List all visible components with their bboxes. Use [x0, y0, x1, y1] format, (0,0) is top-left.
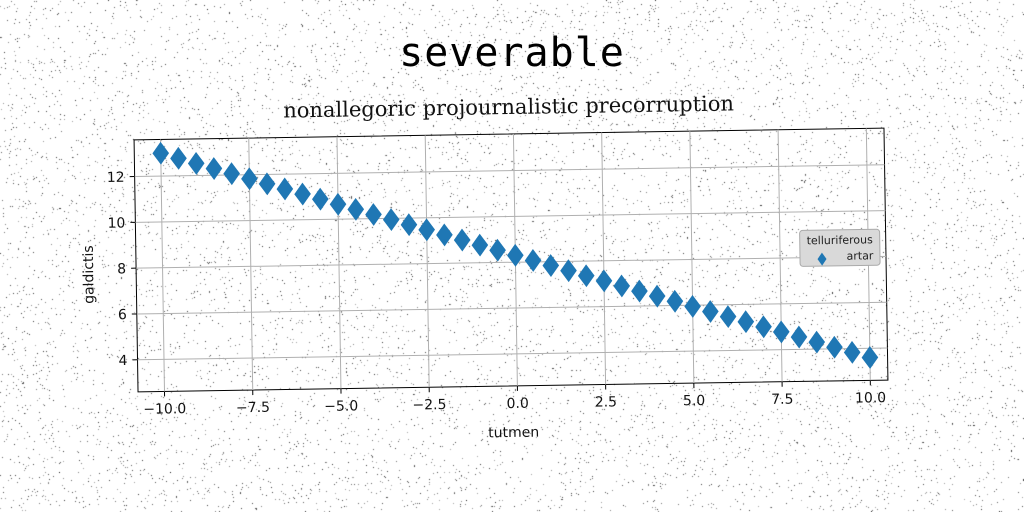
- x-gridline: [777, 129, 783, 382]
- x-tick-label: −5.0: [324, 398, 358, 415]
- x-tick-label: 10.0: [855, 390, 886, 406]
- x-tick-label: −10.0: [143, 401, 186, 418]
- data-point: [223, 162, 240, 186]
- data-point: [542, 254, 560, 277]
- x-tick-label: 0.0: [506, 396, 529, 412]
- data-point: [843, 340, 861, 364]
- x-gridline: [601, 132, 607, 385]
- x-gridline: [160, 139, 165, 392]
- y-tick-label: 6: [118, 307, 127, 323]
- data-point: [365, 203, 382, 226]
- plot-frame: [133, 127, 889, 393]
- x-tick-label: 5.0: [683, 393, 706, 409]
- data-point: [631, 279, 648, 303]
- data-point: [294, 182, 311, 206]
- x-axis-label: tutmen: [488, 425, 539, 442]
- y-tick-label: 10: [107, 216, 125, 232]
- data-point: [613, 274, 631, 298]
- data-point: [400, 213, 418, 237]
- y-tick-label: 4: [118, 353, 127, 369]
- y-tick-label: 12: [107, 170, 125, 186]
- y-gridline: [135, 210, 886, 223]
- x-tick-label: −2.5: [412, 397, 446, 414]
- data-point: [187, 152, 205, 175]
- legend-title: telluriferous: [807, 233, 874, 247]
- x-tick-label: 2.5: [595, 394, 618, 410]
- x-ticks: −10.0 −7.5 −5.0 −2.5 0.0 2.5 5.0 7.5 10.0: [143, 380, 886, 418]
- data-point: [702, 300, 719, 323]
- data-point: [826, 335, 843, 359]
- data-point: [258, 172, 276, 196]
- x-gridline: [424, 135, 430, 388]
- data-point: [418, 218, 435, 242]
- legend-label: artar: [846, 249, 874, 262]
- data-point: [329, 192, 347, 216]
- y-tick-label: 8: [117, 261, 126, 277]
- data-point: [719, 305, 737, 329]
- y-gridline: [136, 301, 887, 315]
- data-point: [524, 249, 542, 272]
- data-point: [577, 264, 595, 288]
- data-point: [170, 146, 187, 170]
- data-point: [560, 259, 577, 283]
- y-ticks: 4 6 8 10 12: [107, 170, 138, 369]
- x-tick-label: 7.5: [771, 392, 794, 408]
- data-point: [489, 238, 506, 262]
- y-gridline: [137, 347, 888, 361]
- grid: [134, 128, 888, 392]
- data-point: [241, 167, 258, 191]
- data-point: [347, 197, 365, 221]
- data-point: [152, 141, 170, 165]
- data-point: [276, 177, 294, 201]
- legend: telluriferous artar: [799, 228, 881, 267]
- y-axis-label: galdictis: [81, 245, 98, 304]
- x-tick-label: −7.5: [236, 400, 270, 417]
- chart-title: nonallegoric projournalistic precorrupti…: [283, 91, 734, 122]
- y-gridline: [134, 164, 885, 178]
- data-point: [790, 325, 808, 349]
- data-point: [595, 269, 613, 293]
- data-point: [666, 289, 684, 313]
- y-gridline: [136, 255, 886, 269]
- x-gridline: [689, 131, 695, 384]
- data-point: [772, 320, 790, 344]
- data-point: [755, 315, 772, 339]
- data-point: [312, 187, 329, 211]
- data-point: [737, 310, 755, 334]
- data-point: [382, 208, 400, 232]
- data-point: [861, 346, 879, 369]
- data-point: [808, 330, 826, 354]
- data-point: [507, 243, 524, 267]
- figure-suptitle: severable: [399, 30, 625, 76]
- data-point: [453, 228, 471, 252]
- data-point: [205, 157, 223, 180]
- data-point: [471, 233, 489, 257]
- data-point: [684, 294, 701, 318]
- data-point: [436, 223, 453, 247]
- data-point: [648, 284, 666, 308]
- legend-marker-diamond: [817, 252, 827, 266]
- x-gridline: [336, 136, 342, 389]
- data-points: [152, 141, 879, 369]
